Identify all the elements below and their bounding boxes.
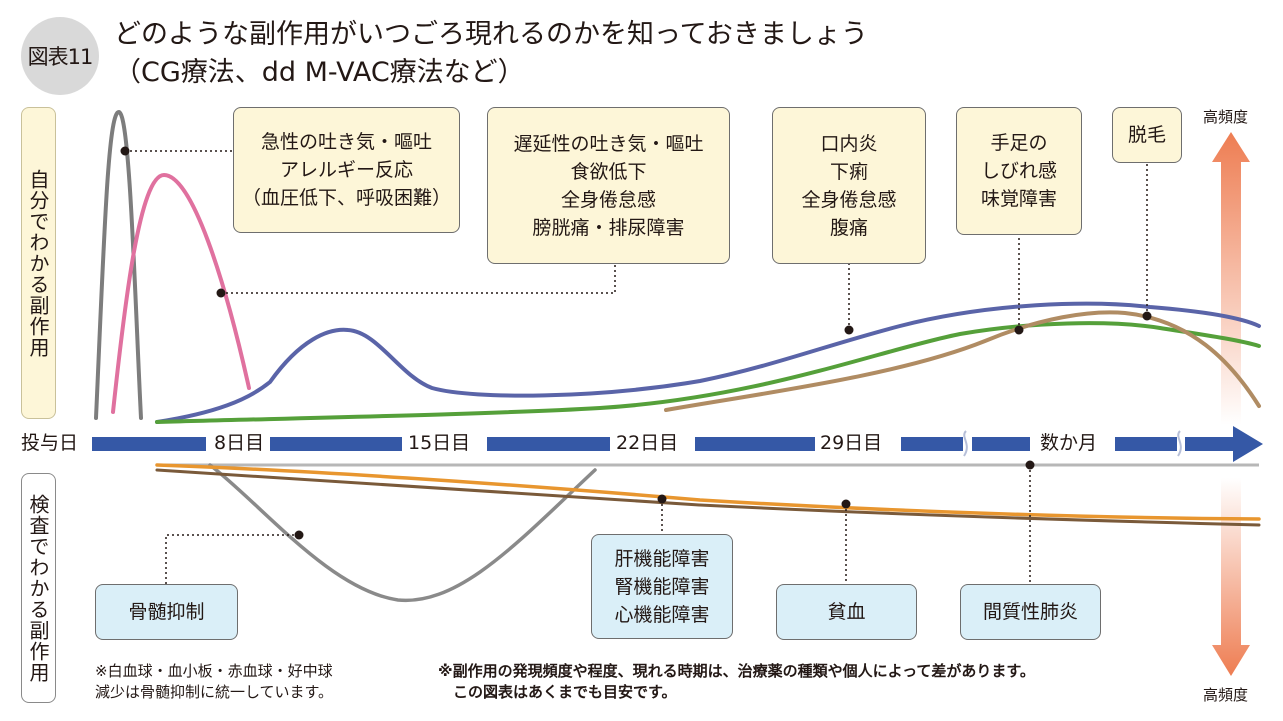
timeline-axis <box>92 426 1263 462</box>
interstitial-pneumonia-box: 間質性肺炎 <box>960 584 1101 640</box>
organ-function-box: 肝機能障害 腎機能障害 心機能障害 <box>591 534 733 639</box>
high-frequency-up-arrow <box>1212 132 1250 425</box>
acute-nausea-curve <box>94 110 143 420</box>
title-line-1: どのような副作用がいつごろ現れるのかを知っておきましょう <box>114 19 868 50</box>
axis-break-1 <box>963 430 968 457</box>
top-frequency-label: 高頻度 <box>1203 108 1249 126</box>
self-detectable-panel: 自分でわかる副作用 <box>21 107 56 419</box>
axis-break-2 <box>1177 430 1182 457</box>
note-left: ※白血球・血小板・赤血球・好中球 減少は骨髄抑制に統一しています。 <box>95 662 334 701</box>
stomatitis-curve <box>155 301 1261 424</box>
figure-badge: 図表11 <box>21 17 99 95</box>
figure-title: どのような副作用がいつごろ現れるのかを知っておきましょう （CG療法、dd M-… <box>114 16 868 92</box>
bone-marrow-curve <box>208 463 597 603</box>
timeline-label-day8: 8日目 <box>214 432 265 454</box>
hair-loss-box: 脱毛 <box>1112 107 1182 163</box>
title-line-2: （CG療法、dd M-VAC療法など） <box>114 57 525 88</box>
timeline-label-day22: 22日目 <box>616 432 679 454</box>
timeline-label-day29: 29日目 <box>820 432 883 454</box>
stomatitis-box: 口内炎 下痢 全身倦怠感 腹痛 <box>772 107 926 264</box>
organ-function-curve <box>155 463 1261 521</box>
numbness-box: 手足の しびれ感 味覚障害 <box>956 107 1082 235</box>
hair-loss-curve <box>664 310 1261 412</box>
leader-dots <box>120 146 1152 540</box>
bone-marrow-box: 骨髄抑制 <box>95 584 238 640</box>
timeline-label-months: 数か月 <box>1040 432 1098 454</box>
test-detectable-panel: 検査でわかる副作用 <box>21 473 56 703</box>
timeline-start-label: 投与日 <box>21 432 79 454</box>
numbness-curve <box>155 321 1261 424</box>
bottom-frequency-label: 高頻度 <box>1203 686 1249 704</box>
delayed-nausea-curve <box>111 172 251 414</box>
timeline-label-day15: 15日目 <box>408 432 471 454</box>
anemia-box: 貧血 <box>776 584 917 640</box>
high-frequency-down-arrow <box>1212 478 1250 676</box>
anemia-curve <box>155 468 1261 527</box>
leader-lines <box>125 150 1148 584</box>
note-right: ※副作用の発現頻度や程度、現れる時期は、治療薬の種類や個人によって差があります。… <box>438 662 1035 701</box>
delayed-nausea-box: 遅延性の吐き気・嘔吐 食欲低下 全身倦怠感 膀胱痛・排尿障害 <box>487 107 730 264</box>
acute-nausea-box: 急性の吐き気・嘔吐 アレルギー反応 （血圧低下、呼吸困難） <box>233 107 460 233</box>
